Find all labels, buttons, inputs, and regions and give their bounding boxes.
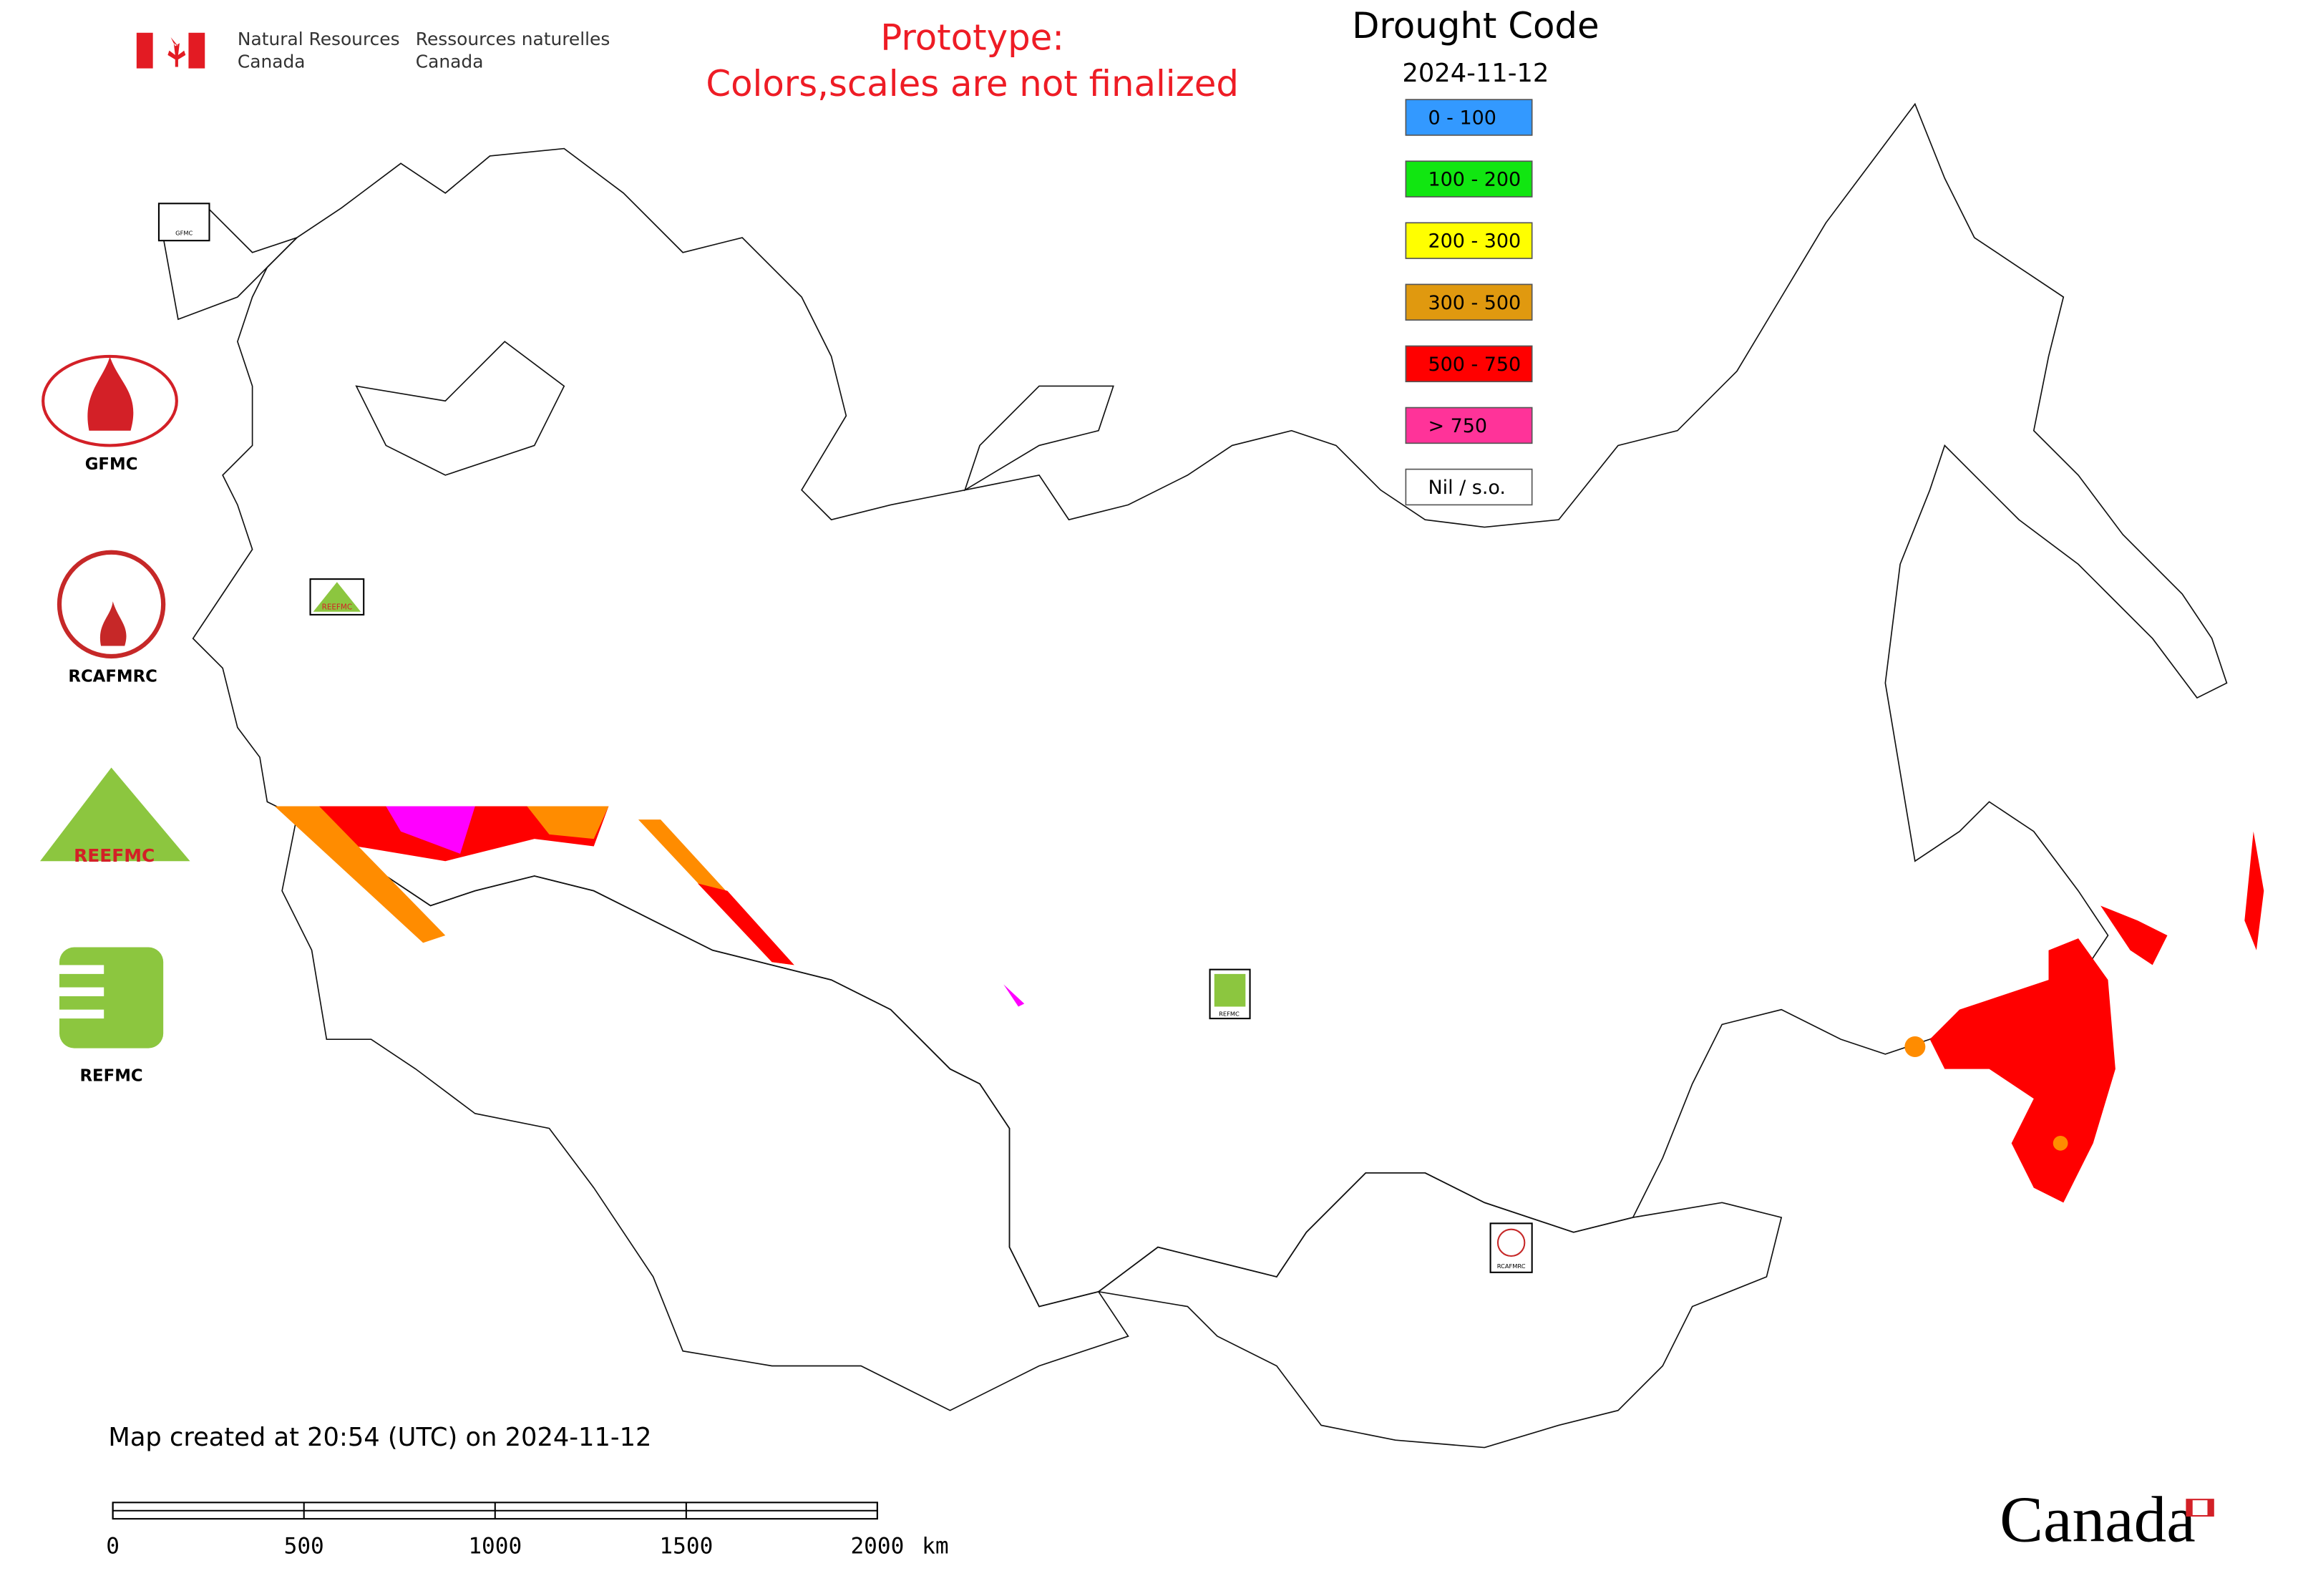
- legend-swatch: [1405, 407, 1533, 444]
- map-marker: RCAFMRC: [1489, 1222, 1533, 1273]
- legend-swatch: [1405, 222, 1533, 259]
- logo-gfmc: [42, 354, 178, 447]
- scale-unit: km: [922, 1534, 948, 1559]
- marker-label: RCAFMRC: [1497, 1262, 1526, 1270]
- scale-label: 0: [106, 1534, 120, 1559]
- wordmark-flag: [2186, 1499, 2193, 1516]
- logo-reefmc: REEFMC: [40, 767, 190, 866]
- scale-label: 500: [284, 1534, 324, 1559]
- map-marker: GFMC: [157, 203, 210, 242]
- wordmark-flag: [2207, 1499, 2214, 1516]
- scale-bar: 0 500 1000 1500 2000 km: [106, 1502, 949, 1559]
- legend-swatch: [1405, 468, 1533, 506]
- svg-text:REEFMC: REEFMC: [74, 845, 155, 866]
- canada-flag: [136, 32, 205, 69]
- marker-label: GFMC: [175, 229, 193, 236]
- drought-shading: [274, 806, 2264, 1203]
- country-outlines: [162, 102, 2228, 1449]
- map-marker: REEFMC: [309, 578, 365, 615]
- legend: 0 - 100 100 - 200 200 - 300 300 - 500 500 - …: [1405, 99, 1533, 506]
- map-marker: REFMC: [1209, 968, 1251, 1020]
- logo-label: RCAFMRC: [68, 668, 157, 686]
- legend-swatch: [1405, 283, 1533, 321]
- map-title: Drought Code: [1352, 5, 1600, 47]
- legend-label: Nil / s.o.: [1428, 477, 1506, 499]
- legend-label: 500 - 750: [1428, 354, 1521, 376]
- legend-swatch: [1405, 99, 1533, 136]
- marker-label: REFMC: [1219, 1010, 1240, 1017]
- logo-rcafmrc: [57, 550, 166, 659]
- legend-label: 100 - 200: [1428, 169, 1521, 191]
- scale-label: 1500: [659, 1534, 713, 1559]
- map-timestamp: Map created at 20:54 (UTC) on 2024-11-12: [108, 1423, 651, 1452]
- scale-label: 1000: [468, 1534, 522, 1559]
- canada-wordmark: Canada: [2000, 1483, 2196, 1555]
- department-fr: Canada: [416, 51, 484, 72]
- logo-refmc: [59, 947, 164, 1048]
- scale-label: 2000: [850, 1534, 904, 1559]
- legend-label: 200 - 300: [1428, 230, 1521, 253]
- legend-swatch: [1405, 345, 1533, 383]
- notice: Colors,scales are not finalized: [706, 63, 1239, 104]
- department-en: Canada: [238, 51, 306, 72]
- map-date: 2024-11-12: [1402, 59, 1549, 88]
- legend-swatch: [1405, 160, 1533, 198]
- legend-label: 300 - 500: [1428, 292, 1521, 314]
- legend-label: 0 - 100: [1428, 107, 1496, 130]
- logo-label: REFMC: [80, 1067, 143, 1086]
- marker-label: REEFMC: [322, 603, 352, 612]
- notice: Prototype:: [880, 17, 1064, 59]
- department-en: Natural Resources: [238, 29, 400, 49]
- legend-label: > 750: [1428, 415, 1487, 437]
- logo-label: GFMC: [85, 455, 138, 474]
- department-fr: Ressources naturelles: [416, 29, 610, 49]
